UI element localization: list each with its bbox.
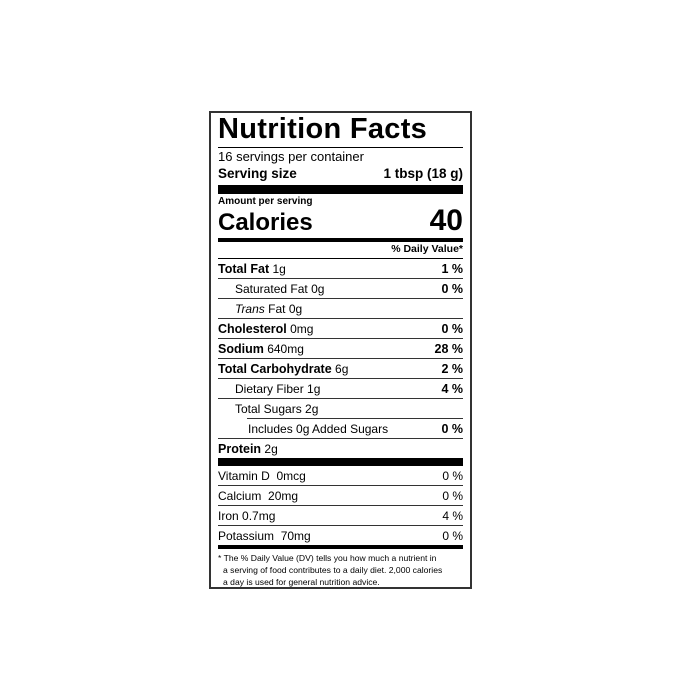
vitamin-amount: 70mg: [280, 528, 311, 543]
nutrient-dv: 2 %: [441, 361, 463, 376]
nutrient-amount: 0g: [288, 301, 303, 316]
nutrient-row-total-carbohydrate: Total Carbohydrate 6g 2 %: [218, 359, 463, 379]
nutrient-name-italic: Trans: [235, 301, 265, 316]
vitamin-row-potassium: Potassium 70mg 0 %: [218, 526, 463, 545]
nutrient-name: Total Sugars: [235, 401, 302, 416]
nutrient-dv: 1 %: [441, 261, 463, 276]
nutrient-dv: 28 %: [434, 341, 464, 356]
nutrient-amount: 6g: [335, 361, 349, 376]
footnote-line: a day is used for general nutrition advi…: [223, 577, 380, 587]
nutrient-name: Includes 0g Added Sugars: [248, 421, 389, 436]
vitamin-amount: 20mg: [268, 488, 299, 503]
nutrient-amount: 2g: [264, 441, 278, 456]
footnote-line: * The % Daily Value (DV) tells you how m…: [218, 553, 437, 563]
nutrient-amount: 640mg: [267, 341, 304, 356]
vitamin-dv: 0 %: [442, 528, 463, 543]
amount-per-serving: Amount per serving: [218, 196, 313, 207]
nutrient-dv: 0 %: [441, 421, 463, 436]
vitamin-name: Potassium: [218, 528, 275, 543]
vitamin-dv: 4 %: [442, 508, 463, 523]
nutrient-row-total-sugars: Total Sugars 2g: [218, 399, 463, 418]
nutrient-dv: 0 %: [441, 321, 463, 336]
nutrient-row-saturated-fat: Saturated Fat 0g 0 %: [218, 279, 463, 299]
vitamin-dv: 0 %: [442, 468, 463, 483]
nutrient-name: Saturated Fat: [235, 281, 308, 296]
nutrient-amount: 0mg: [290, 321, 314, 336]
nutrition-facts-label: Nutrition Facts 16 servings per containe…: [209, 111, 472, 589]
nutrient-row-sodium: Sodium 640mg 28 %: [218, 339, 463, 359]
vitamin-row-calcium: Calcium 20mg 0 %: [218, 486, 463, 506]
divider-thick: [218, 458, 463, 466]
vitamin-name: Iron: [218, 508, 239, 523]
calories-row: Calories 40: [218, 204, 463, 237]
nutrient-amount: 0g: [311, 281, 325, 296]
divider-partial: [247, 418, 463, 419]
servings-per-container: 16 servings per container: [218, 149, 364, 164]
vitamin-name: Calcium: [218, 488, 262, 503]
nutrient-row-dietary-fiber: Dietary Fiber 1g 4 %: [218, 379, 463, 399]
vitamin-name: Vitamin D: [218, 468, 270, 483]
calories-value: 40: [429, 204, 463, 237]
vitamin-row-iron: Iron 0.7mg 4 %: [218, 506, 463, 526]
nutrient-name: Cholesterol: [218, 321, 287, 336]
vitamin-amount: 0.7mg: [242, 508, 276, 523]
nutrient-name: Fat: [268, 301, 286, 316]
nutrient-row-cholesterol: Cholesterol 0mg 0 %: [218, 319, 463, 339]
nutrient-name: Protein: [218, 441, 262, 456]
divider-thick: [218, 185, 463, 194]
serving-size-label: Serving size: [218, 166, 297, 181]
label-title: Nutrition Facts: [218, 113, 463, 148]
nutrient-name: Sodium: [218, 341, 264, 356]
nutrient-row-trans-fat: Trans Fat 0g: [218, 299, 463, 319]
nutrient-row-protein: Protein 2g: [218, 439, 463, 458]
nutrient-dv: 0 %: [441, 281, 463, 296]
nutrient-name: Total Carbohydrate: [218, 361, 332, 376]
serving-size-row: Serving size 1 tbsp (18 g): [218, 165, 463, 182]
nutrient-amount: 2g: [305, 401, 319, 416]
nutrient-row-total-fat: Total Fat 1g 1 %: [218, 259, 463, 279]
daily-value-header: % Daily Value*: [218, 242, 463, 259]
vitamin-row-vitamin-d: Vitamin D 0mcg 0 %: [218, 466, 463, 486]
nutrient-amount: 1g: [307, 381, 321, 396]
nutrient-dv: 4 %: [441, 381, 463, 396]
divider-medium: [218, 238, 463, 242]
footnote-line: a serving of food contributes to a daily…: [223, 565, 443, 575]
nutrient-name: Dietary Fiber: [235, 381, 304, 396]
vitamin-amount: 0mcg: [276, 468, 306, 483]
nutrient-row-added-sugars: Includes 0g Added Sugars 0 %: [218, 419, 463, 439]
nutrient-amount: 1g: [272, 261, 286, 276]
serving-size-value: 1 tbsp (18 g): [383, 166, 463, 181]
divider-medium: [218, 545, 463, 549]
footnote: * The % Daily Value (DV) tells you how m…: [218, 552, 463, 588]
vitamin-dv: 0 %: [442, 488, 463, 503]
calories-label: Calories: [218, 209, 313, 236]
nutrient-name: Total Fat: [218, 261, 270, 276]
